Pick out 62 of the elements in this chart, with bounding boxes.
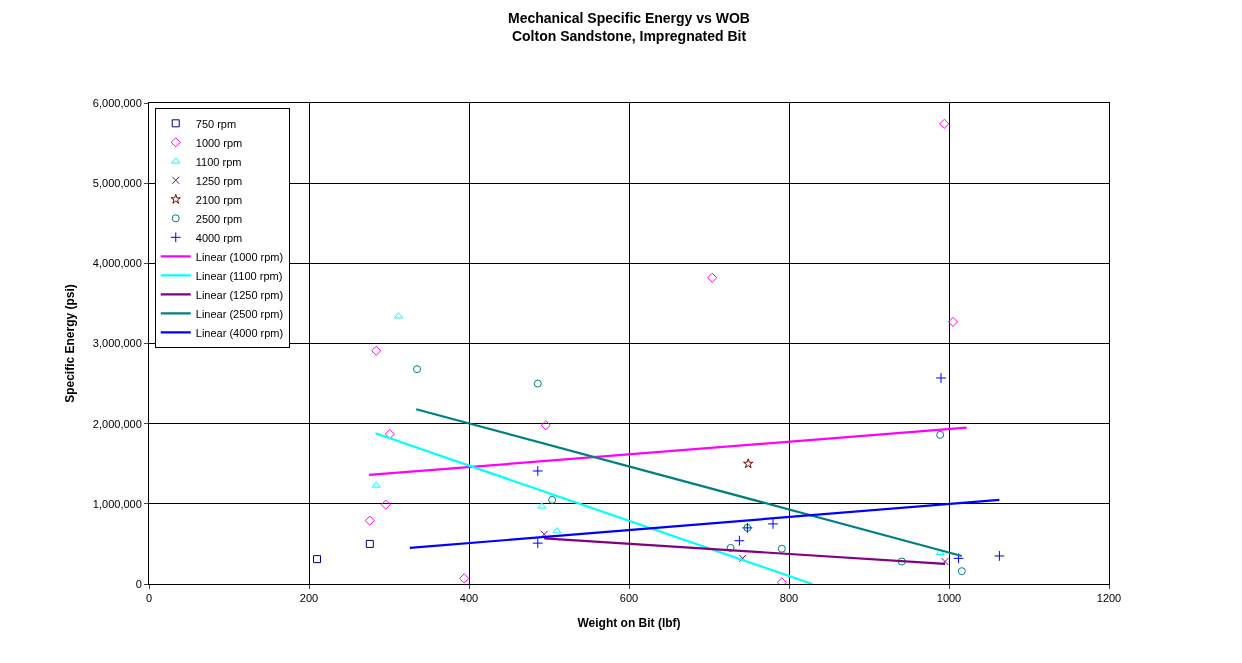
x-tick-label: 600 xyxy=(619,592,639,605)
legend-label: 2100 rpm xyxy=(195,193,243,206)
point xyxy=(371,345,382,356)
legend-label: 1250 rpm xyxy=(195,174,243,187)
legend-label: Linear (1000 rpm) xyxy=(195,250,284,263)
point xyxy=(540,530,549,539)
legend-label: Linear (2500 rpm) xyxy=(195,307,284,320)
point xyxy=(394,312,404,319)
point xyxy=(371,481,381,488)
legend-label: 2500 rpm xyxy=(195,212,243,225)
point xyxy=(936,430,945,439)
point xyxy=(734,535,745,547)
point xyxy=(459,573,470,584)
point xyxy=(380,499,391,510)
point xyxy=(552,527,562,534)
x-tick-label: 1200 xyxy=(1096,592,1122,605)
point xyxy=(767,518,779,530)
point xyxy=(897,557,906,566)
point xyxy=(413,365,421,374)
point xyxy=(941,557,949,566)
x-tick-label: 200 xyxy=(299,592,319,605)
chart-title: Mechanical Specific Energy vs WOB Colton Sandstone, Impregnated Bit xyxy=(508,10,750,45)
y-tick-label: 4,000,000 xyxy=(92,257,142,270)
legend-label: 750 rpm xyxy=(195,117,237,130)
point xyxy=(364,515,375,526)
point xyxy=(726,543,735,552)
x-tick-label: 0 xyxy=(145,592,153,605)
legend-label: Linear (1100 rpm) xyxy=(195,269,283,282)
x-tick-label: 400 xyxy=(459,592,479,605)
x-tick-label: 800 xyxy=(779,592,799,605)
y-axis-title: Specific Energy (psi) xyxy=(63,284,78,403)
point xyxy=(365,539,374,548)
y-tick-label: 0 xyxy=(135,577,142,590)
point xyxy=(537,502,547,509)
point xyxy=(540,420,551,431)
x-axis-title: Weight on Bit (lbf) xyxy=(577,616,681,631)
point xyxy=(532,465,544,477)
point xyxy=(935,548,945,555)
y-tick-label: 6,000,000 xyxy=(92,96,142,109)
legend-label: 4000 rpm xyxy=(195,231,243,244)
point xyxy=(953,552,964,564)
point xyxy=(957,567,966,576)
legend-label: Linear (1250 rpm) xyxy=(195,288,284,301)
y-tick-label: 3,000,000 xyxy=(92,337,142,350)
point xyxy=(707,272,718,283)
point xyxy=(743,458,754,469)
legend-label: 1100 rpm xyxy=(195,155,242,168)
point xyxy=(947,316,959,327)
point xyxy=(532,537,544,549)
y-tick-label: 5,000,000 xyxy=(92,177,142,190)
x-tick-label: 1000 xyxy=(936,592,962,605)
y-tick-label: 2,000,000 xyxy=(92,417,142,430)
point xyxy=(777,544,786,553)
legend-label: 1000 rpm xyxy=(195,136,243,149)
point xyxy=(313,555,321,564)
point xyxy=(548,495,557,504)
point xyxy=(935,372,947,384)
point xyxy=(533,379,542,388)
point xyxy=(939,118,950,129)
point xyxy=(994,550,1005,562)
y-tick-label: 1,000,000 xyxy=(92,497,142,510)
legend-label: Linear (4000 rpm) xyxy=(195,326,284,339)
